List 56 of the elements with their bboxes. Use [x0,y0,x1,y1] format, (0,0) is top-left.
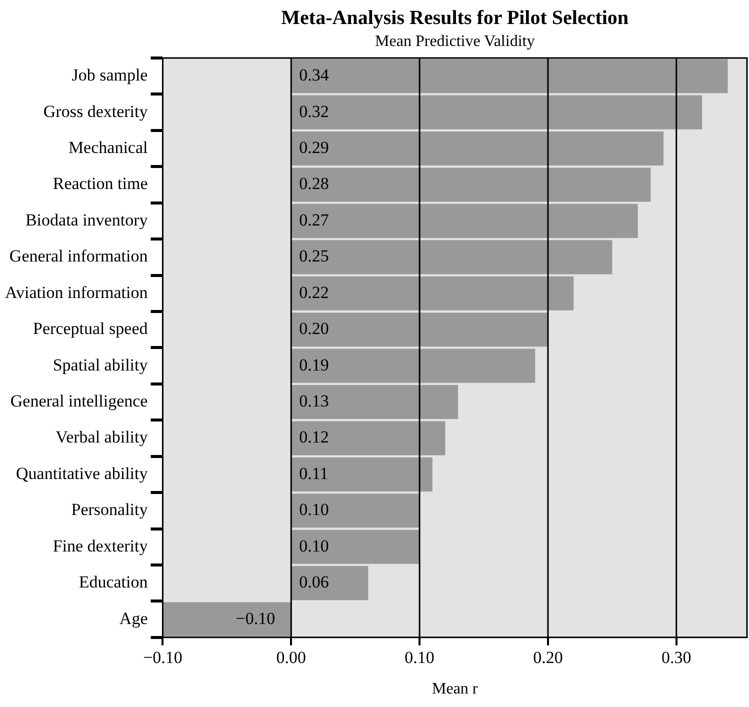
y-tick-label: Aviation information [4,282,148,302]
bar [292,312,548,347]
y-tick-label: Quantitative ability [16,464,148,483]
bar [292,59,728,94]
x-tick-label: 0.30 [662,648,692,668]
bar [162,602,291,636]
y-tick-label: General intelligence [10,391,148,410]
bar [292,566,368,600]
data-label: 0.32 [299,102,329,121]
chart-title: Meta-Analysis Results for Pilot Selection [281,7,629,29]
data-label: 0.28 [299,174,329,194]
y-tick-label: Personality [71,500,148,520]
bar [292,421,446,456]
bar [292,276,574,310]
y-tick-label: Age [119,608,148,628]
data-label: 0.10 [299,536,329,556]
y-tick-label: Biodata inventory [25,210,148,230]
y-tick-label: Perceptual speed [33,319,148,338]
y-tick-label: Fine dexterity [52,536,148,556]
y-tick-label: Job sample [72,66,148,85]
y-tick-label: Education [78,572,148,592]
data-label: 0.22 [299,282,329,302]
x-tick-label: 0.10 [404,648,434,668]
y-tick-label: General information [9,246,148,266]
bar [292,168,651,202]
data-label: 0.20 [299,319,329,338]
data-label: 0.25 [299,246,329,266]
y-tick-label: Gross dexterity [43,102,148,121]
data-label: −0.10 [236,608,276,628]
bar [292,95,702,130]
bar [292,457,432,492]
bar [292,204,638,238]
x-tick-label: 0.20 [533,648,563,668]
data-label: 0.27 [299,210,330,230]
data-label: 0.34 [299,66,330,85]
bar [292,240,612,274]
data-label: 0.13 [299,391,329,410]
data-label: 0.12 [299,428,329,447]
bar [292,132,664,166]
data-label: 0.06 [299,572,329,592]
x-tick-label: −0.10 [143,648,182,668]
bar [292,348,536,383]
y-tick-label: Mechanical [68,138,148,157]
data-label: 0.29 [299,138,329,157]
chart-subtitle: Mean Predictive Validity [375,33,535,50]
bar [292,385,458,420]
bar [292,494,420,528]
bar [292,530,420,564]
data-label: 0.19 [299,355,329,374]
data-label: 0.10 [299,500,329,520]
data-label: 0.11 [299,464,328,483]
y-tick-label: Reaction time [52,174,148,194]
x-tick-label: 0.00 [276,648,306,668]
y-tick-label: Verbal ability [56,428,148,447]
x-axis-title: Mean r [432,680,478,698]
y-tick-label: Spatial ability [52,355,148,374]
